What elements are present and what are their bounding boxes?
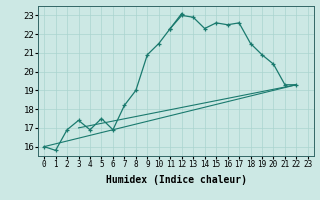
X-axis label: Humidex (Indice chaleur): Humidex (Indice chaleur) xyxy=(106,175,246,185)
